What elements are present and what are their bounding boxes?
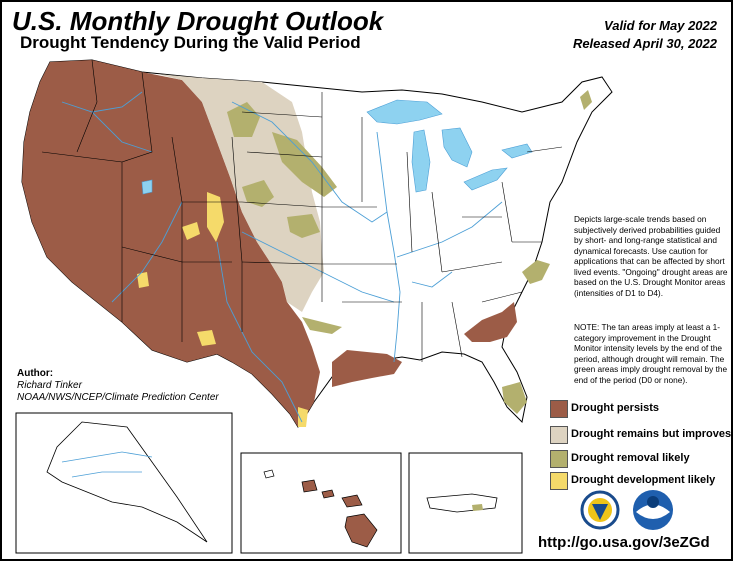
river-ohio [396,201,503,258]
drought-development-colorado [207,192,224,242]
drought-development-newmexico [197,330,216,346]
description-text: Depicts large-scale trends based on subj… [574,214,728,298]
legend-item-improves: Drought remains but improves [550,426,732,446]
legend-swatch [550,472,568,490]
drought-persists-southeast [464,302,517,342]
legend-swatch [550,450,568,468]
drought-removal-maine [580,90,592,110]
drought-development-arizona [137,272,149,288]
doc-seal-icon [580,490,620,530]
lake-erie [463,167,508,191]
drought-removal-oklahoma [302,317,342,334]
legend-label: Drought development likely [571,474,716,486]
river-rio-grande [216,241,303,423]
lake-superior [366,99,443,125]
legend-label: Drought persists [571,402,660,414]
author-label: Author: [17,368,54,379]
drought-removal-virginia [522,260,550,284]
released-date: Released April 30, 2022 [572,36,717,51]
drought-development-colorado-2 [182,222,200,240]
river-mississippi [376,131,401,363]
drought-removal-kansas [287,214,320,238]
drought-persists-gulf [332,350,402,387]
hawaii-inset [240,452,402,554]
drought-removal-florida [502,382,527,414]
note-text: NOTE: The tan areas imply at least a 1-c… [574,322,728,385]
valid-date: Valid for May 2022 [604,18,717,33]
legend-item-development: Drought development likely [550,472,731,492]
noaa-logo-icon [633,490,673,530]
legend-swatch [550,400,568,418]
legend-swatch [550,426,568,444]
lake-michigan [411,129,431,193]
drought-removal-montana [227,102,260,137]
state-borders [41,59,563,362]
river-columbia [61,91,143,113]
drought-development-texas [298,407,308,427]
river-missouri [231,101,388,223]
drought-removal-nebraska [242,180,274,207]
map-subtitle: Drought Tendency During the Valid Period [20,33,361,52]
drought-persists-west [22,60,320,427]
river-snake [91,111,153,153]
alaska-rivers [61,451,153,478]
lake-ontario [501,143,533,159]
alaska-shape [46,421,208,543]
author-name: Richard Tinker [17,380,82,391]
puerto-rico-shape [426,493,498,513]
legend-label: Drought remains but improves [571,428,732,440]
great-salt-lake [141,179,153,195]
drought-removal-dakota [272,132,337,197]
puerto-rico-removal [472,504,483,511]
legend-label: Drought removal likely [571,452,690,464]
author-org: NOAA/NWS/NCEP/Climate Prediction Center [17,392,219,403]
lake-huron [441,127,473,168]
river-tennessee [411,271,453,288]
alaska-inset [15,412,233,554]
legend-item-removal: Drought removal likely [550,450,731,470]
map-title: U.S. Monthly Drought Outlook [12,6,384,36]
hawaii-islands [263,469,378,548]
legend-item-persists: Drought persists [550,400,731,420]
info-url-link[interactable]: http://go.usa.gov/3eZGd [538,534,710,551]
river-colorado [111,201,183,303]
puerto-rico-inset [408,452,523,554]
